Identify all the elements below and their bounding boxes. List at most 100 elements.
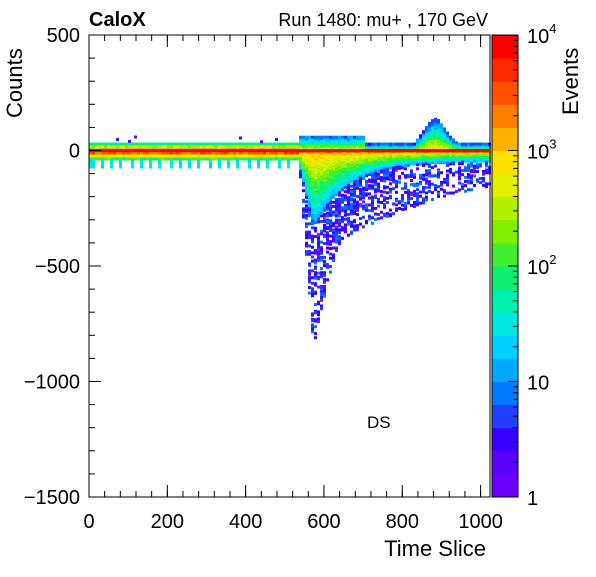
heatmap-cell (350, 198, 353, 202)
heatmap-cell (335, 211, 338, 215)
heatmap-cell (110, 165, 113, 169)
heatmap-cell (332, 256, 335, 260)
heatmap-cell (326, 246, 329, 250)
heatmap-cell (164, 151, 167, 155)
run-title: Run 1480: mu+ , 170 GeV (278, 10, 488, 30)
heatmap-cell (254, 142, 257, 146)
heatmap-cell (305, 135, 308, 139)
heatmap-cell (476, 170, 479, 174)
heatmap-cell (317, 313, 320, 317)
heatmap-cell (374, 176, 377, 180)
heatmap-cell (185, 157, 188, 161)
heatmap-cell (377, 172, 380, 176)
heatmap-cell (371, 216, 374, 220)
heatmap-cell (461, 169, 464, 173)
heatmap-cell (149, 154, 152, 158)
heatmap-cell (320, 304, 323, 308)
heatmap-cell (350, 209, 353, 213)
heatmap-cell (248, 151, 251, 155)
heatmap-cell (179, 151, 182, 155)
heatmap-cell (350, 224, 353, 228)
heatmap-cell (335, 207, 338, 211)
heatmap-cell (323, 219, 326, 223)
heatmap-cell (185, 151, 188, 155)
heatmap-cell (485, 159, 488, 163)
heatmap-cell (89, 159, 92, 163)
heatmap-cell (311, 324, 314, 328)
heatmap-cell (308, 244, 311, 248)
heatmap-cell (239, 157, 242, 161)
heatmap-cell (323, 235, 326, 239)
heatmap-cell (353, 193, 356, 197)
heatmap-cell (209, 165, 212, 169)
heatmap-cell (392, 187, 395, 191)
heatmap-cell (449, 159, 452, 163)
heatmap-cell (356, 135, 359, 139)
heatmap-cell (311, 269, 314, 273)
heatmap-cell (209, 162, 212, 166)
heatmap-cell (173, 142, 176, 146)
heatmap-cell (470, 170, 473, 174)
heatmap-cell (434, 161, 437, 165)
heatmap-cell (110, 142, 113, 146)
heatmap-cell (101, 154, 104, 158)
z-tick-label: 103 (527, 137, 556, 164)
heatmap-cell (299, 169, 302, 173)
heatmap-cell (170, 154, 173, 158)
heatmap-cell (194, 157, 197, 161)
x-axis: 0 200 400 600 800 1000 (83, 35, 503, 533)
heatmap-cell (341, 188, 344, 192)
heatmap-cell (356, 228, 359, 232)
heatmap-cell (455, 159, 458, 163)
heatmap-cell (341, 196, 344, 200)
heatmap-cell (317, 302, 320, 306)
heatmap-cell (464, 175, 467, 179)
heatmap-cell (311, 313, 314, 317)
heatmap-cell (224, 145, 227, 149)
heatmap-cell (317, 236, 320, 240)
heatmap-cell (314, 311, 317, 315)
heatmap-cell (227, 142, 230, 146)
heatmap-cell (215, 142, 218, 146)
heatmap-cell (110, 162, 113, 166)
heatmap-cell (305, 241, 308, 245)
heatmap-cell (254, 145, 257, 149)
heatmap-cell (278, 159, 281, 163)
heatmap-cell (473, 142, 476, 146)
heatmap-cell (134, 135, 137, 139)
heatmap-cell (248, 159, 251, 163)
heatmap-cell (377, 189, 380, 193)
heatmap-cell (308, 222, 311, 226)
heatmap-cell (338, 242, 341, 246)
heatmap-cell (113, 154, 116, 158)
heatmap-cell (410, 203, 413, 207)
heatmap-cell (470, 181, 473, 185)
heatmap-cell (227, 157, 230, 161)
heatmap-cell (296, 145, 299, 149)
heatmap-cell (374, 179, 377, 183)
heatmap-cell (119, 145, 122, 149)
heatmap-cell (314, 291, 317, 295)
heatmap-cell (131, 162, 134, 166)
heatmap-cell (410, 197, 413, 201)
heatmap-cell (476, 142, 479, 146)
heatmap-cell (359, 189, 362, 193)
heatmap-cell (98, 157, 101, 161)
heatmap-cell (329, 219, 332, 223)
heatmap-cell (350, 195, 353, 199)
heatmap-cell (113, 142, 116, 146)
heatmap-cell (314, 336, 317, 340)
heatmap-cell (458, 159, 461, 163)
heatmap-cell (269, 157, 272, 161)
heatmap-cell (383, 205, 386, 209)
heatmap-cell (173, 157, 176, 161)
heatmap-cell (425, 185, 428, 189)
heatmap-cell (365, 174, 368, 178)
heatmap-cell (239, 145, 242, 149)
heatmap-cell (368, 209, 371, 213)
heatmap-cell (272, 142, 275, 146)
heatmap-cell (440, 161, 443, 165)
heatmap-cell (326, 135, 329, 139)
heatmap-cell (242, 145, 245, 149)
